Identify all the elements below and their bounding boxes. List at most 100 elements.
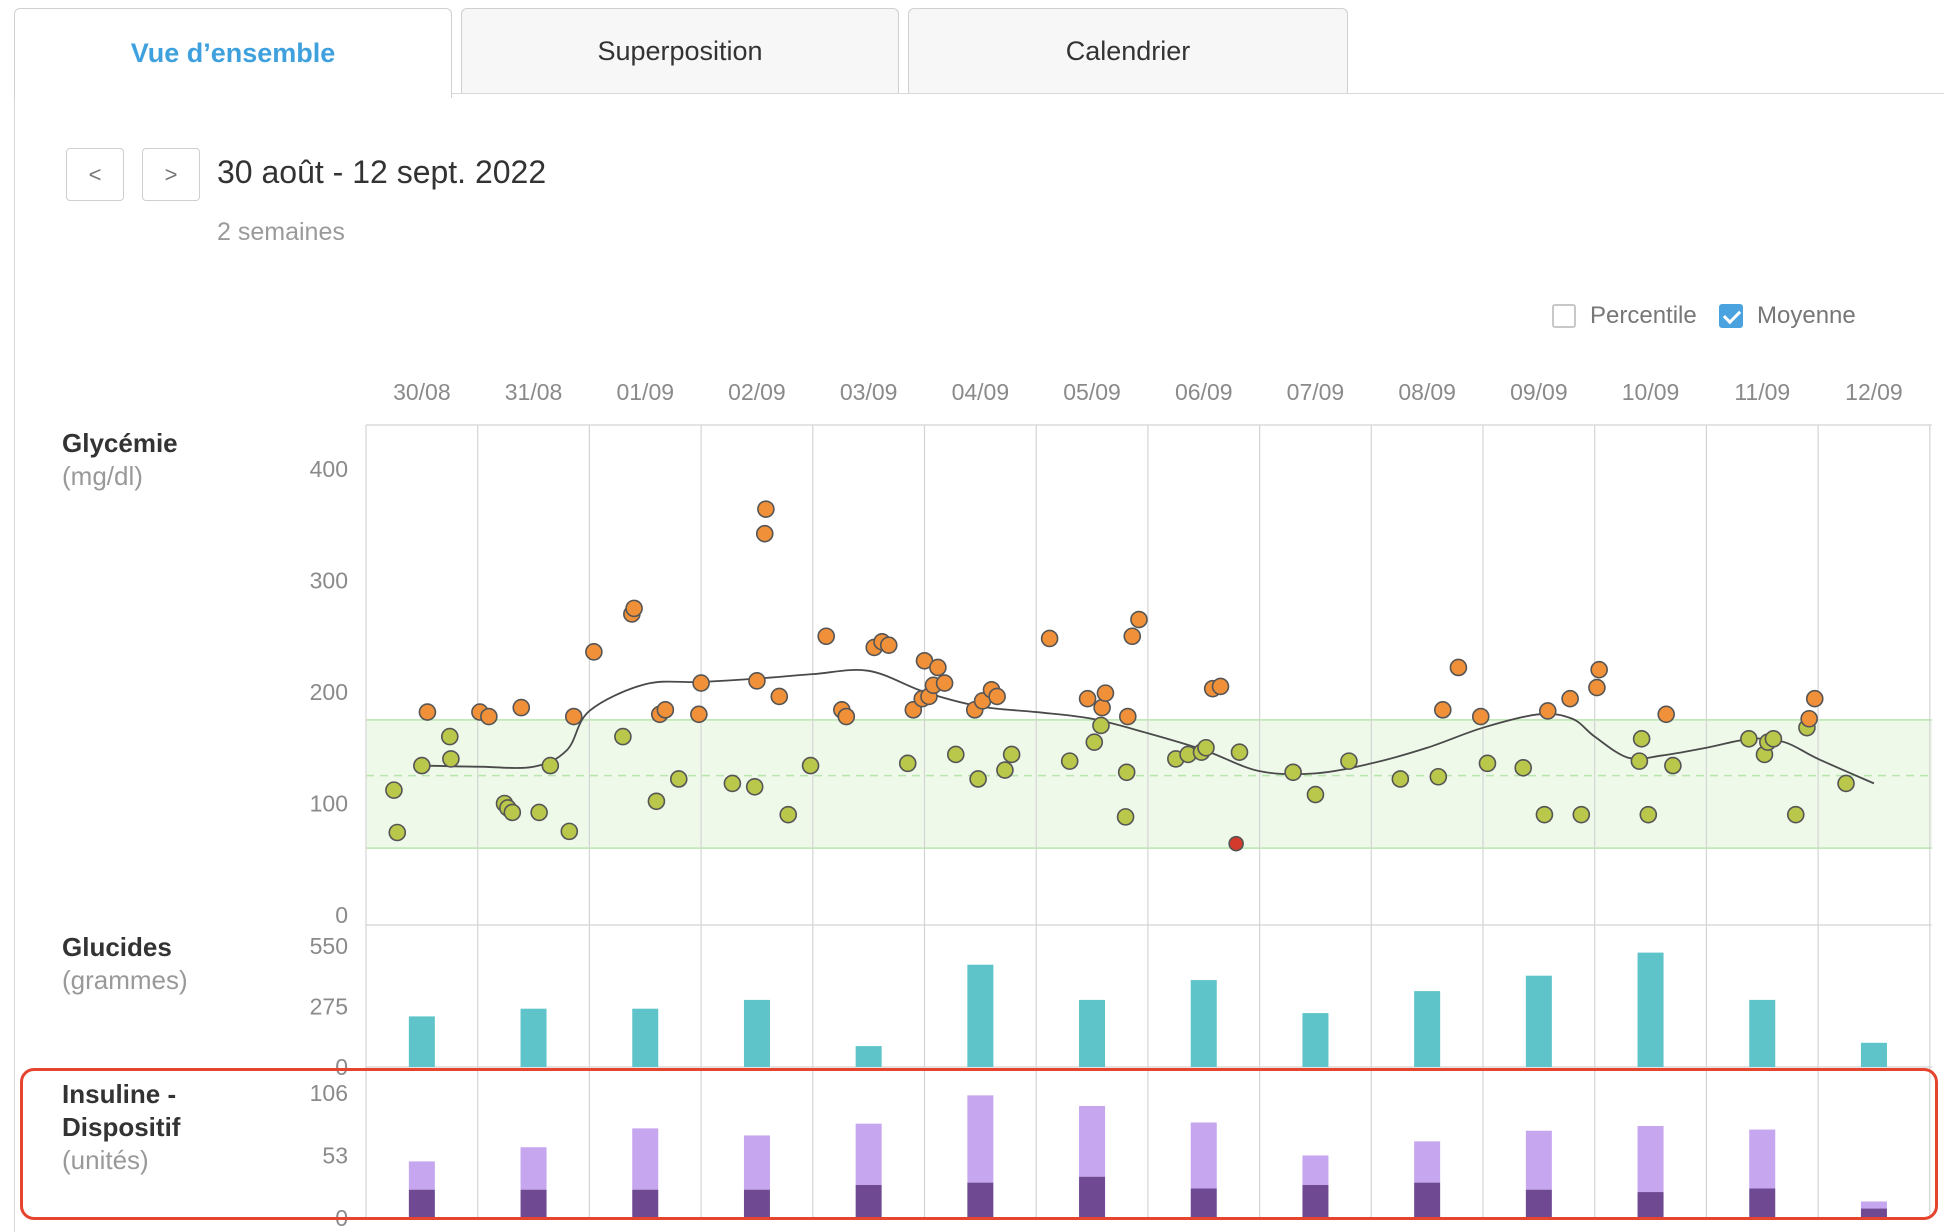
glucose-reading-point — [560, 822, 579, 841]
glucose-reading-point — [530, 803, 548, 822]
glucose-reading-point — [1092, 716, 1110, 735]
glucose-reading-point — [541, 756, 560, 775]
next-period-button[interactable]: > — [142, 148, 200, 201]
glucose-reading-point — [935, 674, 954, 692]
x-tick-label: 07/09 — [1287, 379, 1345, 405]
glucose-reading-point — [898, 754, 917, 773]
glucose-reading-point — [440, 727, 459, 746]
insulin-basal-bar — [520, 1147, 547, 1190]
average-checkbox[interactable] — [1719, 304, 1743, 328]
insulin-title: Insuline - — [62, 1079, 177, 1109]
x-tick-label: 06/09 — [1175, 379, 1233, 405]
glucose-reading-point — [1514, 759, 1533, 777]
glucose-reading-point — [1123, 627, 1142, 646]
glucose-reading-point — [1093, 698, 1111, 717]
period-length: 2 semaines — [217, 218, 345, 246]
glucose-reading-point — [817, 627, 836, 646]
glucose-reading-point — [1657, 705, 1675, 724]
insulin-basal-bar — [1860, 1201, 1887, 1209]
carbs-bar — [1190, 980, 1217, 1067]
glucose-reading-point — [1211, 677, 1230, 696]
glucose-reading-point — [1632, 730, 1651, 748]
insulin-basal-bar — [1414, 1141, 1441, 1183]
insulin-bolus-bar — [1079, 1176, 1106, 1218]
glucose-reading-point — [770, 687, 789, 706]
carbs-bar — [1860, 1042, 1887, 1067]
tab-overview[interactable]: Vue d’ensemble — [14, 8, 452, 98]
insulin-basal-bar — [1079, 1105, 1106, 1177]
insulin-basal-bar — [408, 1161, 435, 1190]
x-tick-label: 12/09 — [1845, 379, 1903, 405]
glucose-reading-point — [1764, 730, 1783, 748]
glucose-reading-point — [385, 781, 403, 799]
insulin-y-tick: 53 — [322, 1143, 348, 1169]
average-label: Moyenne — [1757, 302, 1856, 329]
glucose-reading-point — [988, 687, 1006, 706]
insulin-bolus-bar — [1525, 1189, 1552, 1218]
glucose-reading-point — [1538, 702, 1557, 720]
tab-superposition[interactable]: Superposition — [461, 8, 899, 94]
glucose-reading-point — [418, 703, 437, 721]
carbs-y-tick: 0 — [335, 1054, 348, 1080]
tab-calendar[interactable]: Calendrier — [908, 8, 1348, 94]
insulin-unit: (unités) — [62, 1145, 149, 1175]
insulin-bolus-bar — [743, 1189, 770, 1218]
target-range-band — [366, 719, 1932, 849]
glucose-reading-point — [480, 707, 498, 726]
glucose-y-tick: 300 — [310, 568, 348, 594]
glucose-reading-point — [1786, 805, 1805, 824]
carbs-bar — [408, 1016, 435, 1067]
x-tick-label: 05/09 — [1063, 379, 1121, 405]
x-tick-label: 30/08 — [393, 379, 451, 405]
glucose-reading-point — [946, 745, 965, 764]
x-tick-label: 04/09 — [952, 379, 1010, 405]
average-toggle[interactable]: Moyenne — [1719, 302, 1856, 330]
insulin-title-line2: Dispositif — [62, 1112, 181, 1142]
glucose-reading-point — [1449, 658, 1468, 677]
glucose-reading-point — [585, 643, 603, 661]
glucose-reading-point — [614, 727, 632, 746]
glucose-reading-point — [837, 707, 856, 726]
insulin-basal-bar — [632, 1128, 659, 1190]
carbs-bar — [743, 999, 770, 1067]
carbs-bar — [855, 1046, 882, 1067]
glucose-reading-point — [1096, 684, 1115, 702]
glucose-reading-point — [723, 774, 742, 793]
glucose-reading-point — [755, 524, 774, 543]
x-tick-label: 11/09 — [1734, 379, 1790, 405]
insulin-row-label: Insuline - Dispositif (unités) — [62, 1078, 180, 1177]
percentile-label: Percentile — [1590, 302, 1697, 329]
glucose-reading-point — [1060, 752, 1079, 770]
percentile-toggle[interactable]: Percentile — [1552, 302, 1697, 330]
glucose-reading-point — [1391, 770, 1410, 788]
insulin-bolus-bar — [520, 1189, 547, 1218]
glucose-reading-point — [779, 805, 798, 824]
glucose-reading-point — [1588, 678, 1606, 697]
insulin-bolus-bar — [632, 1189, 659, 1218]
insulin-basal-bar — [1190, 1122, 1217, 1189]
carbs-bar — [1302, 1013, 1329, 1067]
carbs-bar — [1414, 991, 1441, 1067]
glucose-y-tick: 400 — [310, 456, 348, 482]
carbs-unit: (grammes) — [62, 965, 188, 995]
glucose-reading-point — [656, 701, 675, 719]
glucose-y-tick: 0 — [335, 902, 348, 928]
glucose-reading-point — [1130, 610, 1148, 629]
glucose-reading-point — [1085, 733, 1104, 751]
percentile-checkbox[interactable] — [1552, 304, 1576, 328]
insulin-y-tick: 106 — [310, 1080, 348, 1106]
glucose-reading-point — [969, 770, 987, 788]
carbs-y-tick: 550 — [310, 933, 348, 959]
glucose-reading-point — [757, 500, 775, 518]
glucose-unit: (mg/dl) — [62, 461, 143, 491]
carbs-y-tick: 275 — [310, 994, 348, 1020]
previous-period-button[interactable]: < — [66, 148, 124, 201]
glucose-reading-point — [1590, 660, 1608, 679]
glucose-reading-point — [745, 777, 764, 796]
glucose-reading-point — [1433, 701, 1452, 719]
insulin-bolus-bar — [967, 1182, 994, 1218]
insulin-basal-bar — [1302, 1155, 1329, 1185]
carbs-bar — [520, 1008, 547, 1067]
glucose-reading-point — [1340, 752, 1358, 770]
